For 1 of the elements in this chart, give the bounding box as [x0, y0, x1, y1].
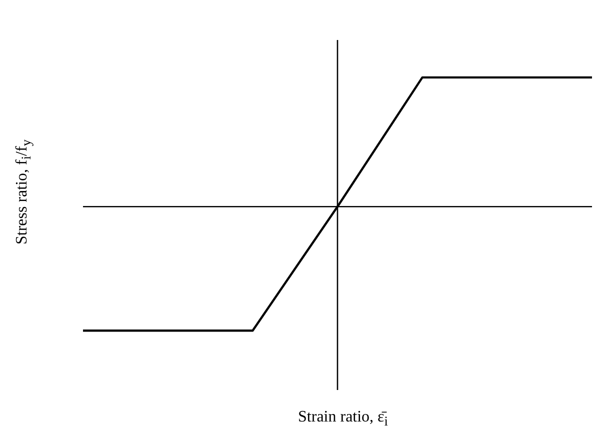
x-axis-title: Strain ratio, ε̄$_{i}$ — [298, 408, 388, 430]
